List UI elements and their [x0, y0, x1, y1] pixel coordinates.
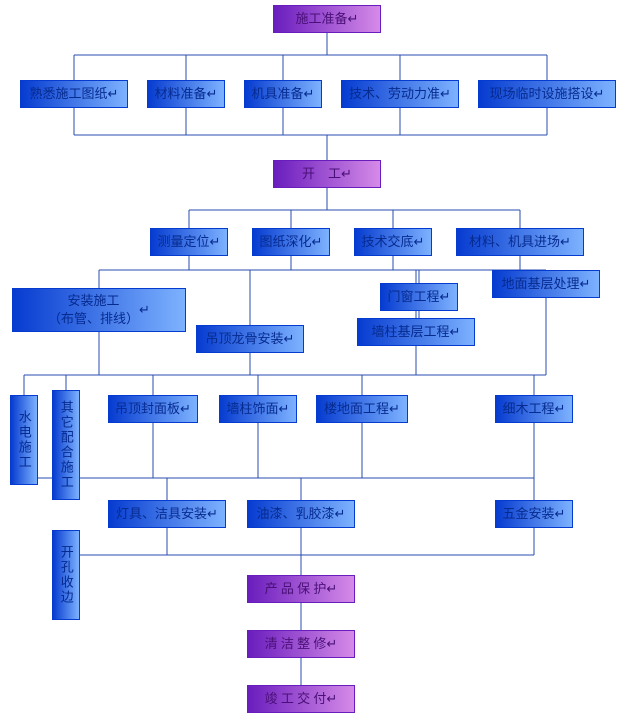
node-n_draw: 熟悉施工图纸↵: [20, 80, 128, 108]
enter-mark-icon: ↵: [560, 233, 571, 251]
node-label: 材料准备: [155, 85, 207, 103]
node-label: 清 洁 整 修: [265, 635, 327, 653]
node-label: 吊顶封面板: [115, 400, 180, 418]
enter-mark-icon: ↵: [414, 233, 425, 251]
node-label: 其它配合施工: [57, 400, 75, 490]
enter-mark-icon: ↵: [279, 400, 290, 418]
node-label: 水电施工: [15, 410, 33, 470]
enter-mark-icon: ↵: [389, 400, 400, 418]
node-n_techdis: 技术交底↵: [354, 228, 432, 256]
node-label: 吊顶龙骨安装: [206, 330, 284, 348]
enter-mark-icon: ↵: [326, 690, 337, 708]
enter-mark-icon: ↵: [210, 233, 221, 251]
node-label: 灯具、洁具安装: [116, 505, 207, 523]
node-label: 安装施工 （布管、排线）: [48, 292, 139, 327]
node-label: 现场临时设施搭设: [490, 85, 594, 103]
node-n_hole: 开孔收边: [52, 530, 80, 620]
node-label: 图纸深化: [260, 233, 312, 251]
node-label: 技术、劳动力准: [349, 85, 440, 103]
node-label: 产 品 保 护: [265, 580, 327, 598]
node-n_deepen: 图纸深化↵: [252, 228, 330, 256]
enter-mark-icon: ↵: [207, 505, 218, 523]
node-n_prep: 施工准备↵: [273, 5, 381, 33]
node-n_arrive: 材料、机具进场↵: [456, 228, 584, 256]
enter-mark-icon: ↵: [180, 400, 191, 418]
node-n_complete: 竣 工 交 付↵: [247, 685, 355, 713]
node-label: 油漆、乳胶漆: [257, 505, 335, 523]
enter-mark-icon: ↵: [207, 85, 218, 103]
node-n_protect: 产 品 保 护↵: [247, 575, 355, 603]
node-label: 楼地面工程: [324, 400, 389, 418]
enter-mark-icon: ↵: [555, 505, 566, 523]
node-n_ground: 地面基层处理↵: [492, 270, 600, 298]
enter-mark-icon: ↵: [450, 323, 461, 341]
node-label: 细木工程: [503, 400, 555, 418]
node-n_lamps: 灯具、洁具安装↵: [108, 500, 226, 528]
node-n_wood: 细木工程↵: [495, 395, 573, 423]
node-n_wallbase: 墙柱基层工程↵: [357, 318, 475, 346]
enter-mark-icon: ↵: [580, 275, 591, 293]
node-n_matprep: 材料准备↵: [147, 80, 225, 108]
node-n_clean: 清 洁 整 修↵: [247, 630, 355, 658]
node-n_hydro: 水电施工: [10, 395, 38, 485]
enter-mark-icon: ↵: [326, 635, 337, 653]
node-label: 墙柱基层工程: [372, 323, 450, 341]
node-n_keel: 吊顶龙骨安装↵: [196, 325, 304, 353]
node-label: 机具准备: [252, 85, 304, 103]
node-label: 熟悉施工图纸: [30, 85, 108, 103]
node-label: 技术交底: [362, 233, 414, 251]
node-n_ceilpanel: 吊顶封面板↵: [108, 395, 198, 423]
node-label: 地面基层处理: [502, 275, 580, 293]
enter-mark-icon: ↵: [108, 85, 119, 103]
node-label: 施工准备: [296, 10, 348, 28]
enter-mark-icon: ↵: [440, 288, 451, 306]
enter-mark-icon: ↵: [341, 165, 352, 183]
node-label: 竣 工 交 付: [265, 690, 327, 708]
node-n_survey: 测量定位↵: [150, 228, 228, 256]
node-n_start: 开 工↵: [273, 160, 381, 188]
node-n_install: 安装施工 （布管、排线）↵: [12, 288, 186, 332]
node-label: 开 工: [302, 165, 341, 183]
enter-mark-icon: ↵: [594, 85, 605, 103]
enter-mark-icon: ↵: [326, 580, 337, 598]
node-label: 五金安装: [503, 505, 555, 523]
node-n_machprep: 机具准备↵: [244, 80, 322, 108]
node-label: 测量定位: [158, 233, 210, 251]
node-label: 开孔收边: [57, 545, 75, 605]
enter-mark-icon: ↵: [304, 85, 315, 103]
node-n_other: 其它配合施工: [52, 390, 80, 500]
node-n_hardware: 五金安装↵: [495, 500, 573, 528]
node-n_floor: 楼地面工程↵: [316, 395, 408, 423]
node-n_door: 门窗工程↵: [380, 283, 458, 311]
flowchart-canvas: 施工准备↵熟悉施工图纸↵材料准备↵机具准备↵技术、劳动力准↵现场临时设施搭设↵开…: [0, 0, 625, 727]
node-n_paint: 油漆、乳胶漆↵: [247, 500, 355, 528]
enter-mark-icon: ↵: [139, 301, 150, 319]
node-label: 墙柱饰面: [227, 400, 279, 418]
enter-mark-icon: ↵: [335, 505, 346, 523]
node-n_wallfin: 墙柱饰面↵: [219, 395, 297, 423]
node-n_techlabor: 技术、劳动力准↵: [341, 80, 459, 108]
node-label: 门窗工程: [388, 288, 440, 306]
node-label: 材料、机具进场: [469, 233, 560, 251]
node-n_site: 现场临时设施搭设↵: [478, 80, 616, 108]
enter-mark-icon: ↵: [312, 233, 323, 251]
enter-mark-icon: ↵: [284, 330, 295, 348]
enter-mark-icon: ↵: [440, 85, 451, 103]
edges-layer: [0, 0, 625, 727]
enter-mark-icon: ↵: [555, 400, 566, 418]
enter-mark-icon: ↵: [348, 10, 359, 28]
